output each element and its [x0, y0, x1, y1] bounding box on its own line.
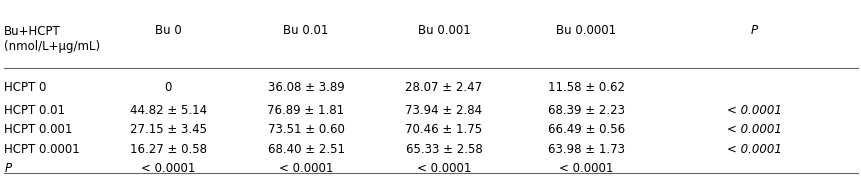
Text: Bu 0.001: Bu 0.001: [417, 24, 470, 37]
Text: 76.89 ± 1.81: 76.89 ± 1.81: [267, 104, 344, 117]
Text: 66.49 ± 0.56: 66.49 ± 0.56: [547, 123, 624, 137]
Text: Bu+HCPT
(nmol/L+μg/mL): Bu+HCPT (nmol/L+μg/mL): [4, 25, 101, 53]
Text: < 0.0001: < 0.0001: [726, 143, 781, 156]
Text: HCPT 0.001: HCPT 0.001: [4, 123, 72, 137]
Text: 27.15 ± 3.45: 27.15 ± 3.45: [129, 123, 207, 137]
Text: 0: 0: [164, 81, 171, 94]
Text: < 0.0001: < 0.0001: [140, 162, 195, 175]
Text: < 0.0001: < 0.0001: [726, 104, 781, 117]
Text: Bu 0: Bu 0: [154, 24, 182, 37]
Text: P: P: [4, 162, 11, 175]
Text: 68.39 ± 2.23: 68.39 ± 2.23: [547, 104, 624, 117]
Text: 73.51 ± 0.60: 73.51 ± 0.60: [267, 123, 344, 137]
Text: 16.27 ± 0.58: 16.27 ± 0.58: [129, 143, 207, 156]
Text: 63.98 ± 1.73: 63.98 ± 1.73: [547, 143, 624, 156]
Text: HCPT 0: HCPT 0: [4, 81, 46, 94]
Text: P: P: [750, 24, 757, 37]
Text: < 0.0001: < 0.0001: [278, 162, 333, 175]
Text: 11.58 ± 0.62: 11.58 ± 0.62: [547, 81, 624, 94]
Text: HCPT 0.01: HCPT 0.01: [4, 104, 65, 117]
Text: 44.82 ± 5.14: 44.82 ± 5.14: [129, 104, 207, 117]
Text: Bu 0.0001: Bu 0.0001: [555, 24, 616, 37]
Text: 28.07 ± 2.47: 28.07 ± 2.47: [405, 81, 482, 94]
Text: 68.40 ± 2.51: 68.40 ± 2.51: [267, 143, 344, 156]
Text: 70.46 ± 1.75: 70.46 ± 1.75: [405, 123, 482, 137]
Text: < 0.0001: < 0.0001: [416, 162, 471, 175]
Text: 73.94 ± 2.84: 73.94 ± 2.84: [405, 104, 482, 117]
Text: HCPT 0.0001: HCPT 0.0001: [4, 143, 80, 156]
Text: < 0.0001: < 0.0001: [726, 123, 781, 137]
Text: Bu 0.01: Bu 0.01: [283, 24, 328, 37]
Text: 36.08 ± 3.89: 36.08 ± 3.89: [267, 81, 344, 94]
Text: 65.33 ± 2.58: 65.33 ± 2.58: [405, 143, 482, 156]
Text: < 0.0001: < 0.0001: [558, 162, 613, 175]
